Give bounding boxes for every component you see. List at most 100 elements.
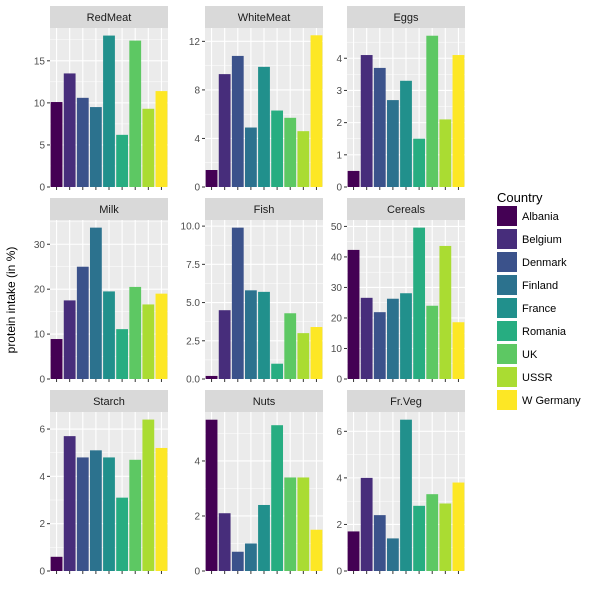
facet-title: Starch [93,396,125,408]
bar-w-germany [452,55,465,187]
y-tick-label: 8 [194,85,200,96]
bar-ussr [439,119,452,187]
facet-title: Cereals [387,204,425,216]
facet-strip [50,198,168,220]
bar-romania [116,134,129,187]
y-tick-label: 10 [331,344,343,355]
y-tick-label: 2 [336,520,342,531]
bar-france [258,291,270,379]
bar-ussr [439,245,452,379]
bar-w-germany [155,91,168,187]
bar-romania [116,497,129,571]
bar-ussr [142,304,155,379]
bar-romania [116,329,129,379]
y-tick-label: 30 [34,240,46,251]
bar-france [400,419,412,571]
y-tick-label: 3 [336,86,342,97]
y-tick-label: 0 [336,375,342,386]
bar-denmark [231,227,244,379]
legend-swatch [497,275,517,295]
bar-finland [244,290,257,379]
legend-item: Romania [497,321,567,341]
y-tick-label: 2 [194,511,200,522]
legend-item: Albania [497,206,560,226]
legend-item: UK [497,344,538,364]
y-tick-label: 6 [336,427,342,438]
facet-strip [205,6,323,28]
bar-ussr [297,477,310,571]
legend-label: Romania [522,326,567,338]
bar-albania [50,339,63,379]
bar-france [103,291,115,379]
bar-uk [129,459,142,571]
y-tick-label: 0 [194,183,200,194]
y-tick-label: 2 [39,519,45,530]
legend-swatch [497,252,517,272]
legend-swatch [497,206,517,226]
bar-belgium [63,300,76,379]
legend-item: USSR [497,367,553,387]
facet-title: Fish [254,204,275,216]
bar-uk [129,286,142,379]
bar-albania [347,531,360,571]
bar-belgium [218,74,231,187]
bar-romania [413,227,426,379]
bar-finland [386,538,399,571]
y-tick-label: 2.5 [186,336,200,347]
bar-ussr [142,108,155,187]
legend-swatch [497,298,517,318]
bar-france [258,504,270,571]
bar-w-germany [310,529,323,571]
y-tick-label: 50 [331,222,343,233]
y-tick-label: 10 [34,98,46,109]
legend-label: Denmark [522,257,567,269]
bar-romania [413,505,426,571]
legend-label: W Germany [522,395,581,407]
bar-romania [271,425,284,571]
facet-title: Nuts [253,396,276,408]
legend-items: Albania Belgium Denmark Finland France Romani… [497,206,581,410]
y-axis-label: protein intake (in %) [4,247,18,354]
y-tick-label: 10 [34,330,46,341]
facet-title: Milk [99,204,119,216]
bar-denmark [231,55,244,187]
bar-albania [205,375,218,379]
facet-title: RedMeat [87,12,132,24]
bar-uk [284,117,297,187]
bar-w-germany [452,322,465,379]
y-tick-label: 0 [39,567,45,578]
facet-panel: Starch 0 2 4 6 [39,390,168,578]
y-tick-label: 5.0 [186,298,200,309]
bar-belgium [63,73,76,187]
facet-strip [50,390,168,412]
y-tick-label: 15 [34,56,46,67]
y-tick-label: 12 [189,37,201,48]
bar-uk [284,477,297,571]
legend-label: Belgium [522,234,562,246]
bar-finland [386,100,399,187]
facet-panel: Fr.Veg 0 2 4 6 [336,390,465,578]
facet-panel: Nuts 0 2 4 [194,390,323,578]
bar-romania [271,363,284,379]
bar-albania [205,419,218,571]
y-tick-label: 0 [39,375,45,386]
legend-label: France [522,303,556,315]
bar-uk [426,305,439,379]
legend: Country Albania Belgium Denmark Finland Fran… [497,190,581,410]
legend-label: USSR [522,372,553,384]
bar-belgium [360,55,373,187]
bar-denmark [76,97,89,187]
legend-swatch [497,229,517,249]
bar-albania [347,249,360,379]
facet-title: Eggs [393,12,419,24]
bar-albania [50,556,63,571]
legend-label: UK [522,349,538,361]
y-tick-label: 1 [336,150,342,161]
y-tick-label: 30 [331,283,343,294]
facet-panel: Milk 0 10 20 30 [34,198,168,386]
y-tick-label: 0 [39,183,45,194]
legend-item: France [497,298,556,318]
bar-belgium [360,477,373,571]
legend-label: Albania [522,211,560,223]
